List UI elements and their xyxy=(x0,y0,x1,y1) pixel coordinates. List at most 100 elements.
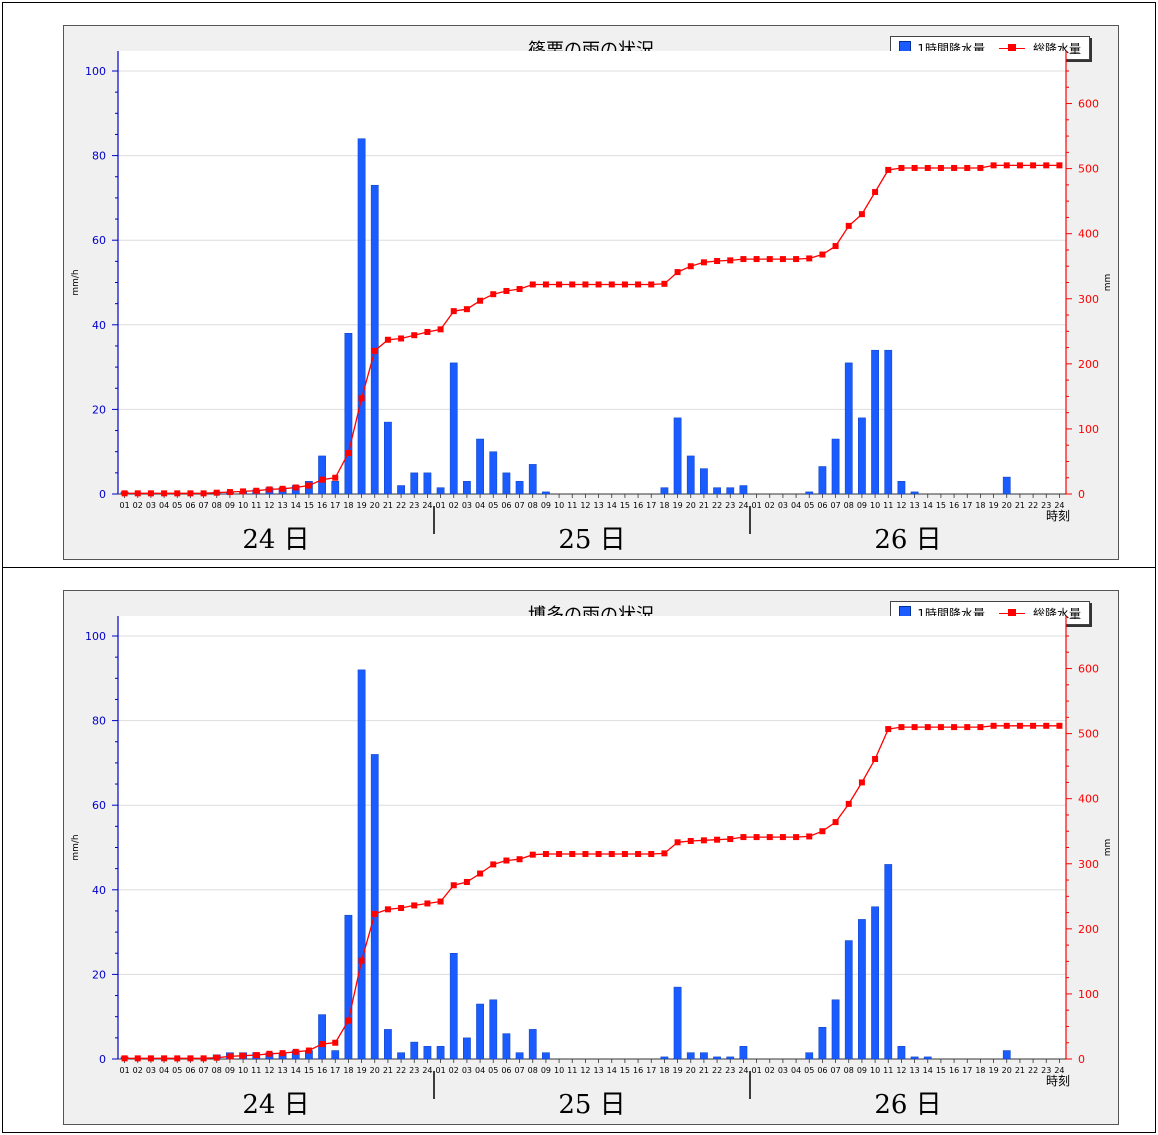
x-tick-label: 03 xyxy=(778,501,788,510)
x-tick-label: 15 xyxy=(936,501,946,510)
y-axis-label: mm/h xyxy=(71,834,81,860)
right-tick-label: 200 xyxy=(1078,358,1099,371)
total-rain-marker xyxy=(687,263,694,270)
total-rain-marker xyxy=(898,164,905,171)
x-tick-label: 14 xyxy=(607,501,617,510)
hourly-rain-bar xyxy=(318,1014,326,1060)
hourly-rain-bar xyxy=(673,986,682,1060)
total-rain-marker xyxy=(595,281,602,288)
x-tick-label: 23 xyxy=(409,501,419,510)
total-rain-marker xyxy=(951,724,958,731)
total-rain-marker xyxy=(582,851,589,858)
hourly-rain-bar xyxy=(660,1056,669,1060)
total-rain-marker xyxy=(937,164,944,171)
total-rain-marker xyxy=(648,281,655,288)
x-tick-label: 13 xyxy=(909,501,919,510)
x-tick-label: 04 xyxy=(159,501,169,510)
hourly-rain-bar xyxy=(357,138,366,495)
left-tick-label: 60 xyxy=(92,799,106,812)
total-rain-marker xyxy=(174,1055,181,1062)
total-rain-marker xyxy=(424,328,431,335)
total-rain-marker xyxy=(463,306,470,313)
total-rain-marker xyxy=(648,851,655,858)
total-rain-marker xyxy=(121,1055,128,1062)
x-tick-label: 11 xyxy=(251,501,261,510)
hourly-rain-bar xyxy=(489,999,498,1060)
left-tick-label: 20 xyxy=(92,403,106,416)
x-tick-label: 04 xyxy=(791,501,801,510)
total-rain-marker xyxy=(529,281,536,288)
left-tick-label: 40 xyxy=(92,319,106,332)
hourly-rain-bar xyxy=(805,1052,814,1060)
total-rain-marker xyxy=(266,1050,273,1057)
total-rain-marker xyxy=(1016,162,1023,169)
x-tick-label: 10 xyxy=(554,501,564,510)
x-tick-label: 11 xyxy=(883,501,893,510)
total-rain-marker xyxy=(727,257,734,264)
x-tick-label: 13 xyxy=(593,1066,603,1075)
x-tick-label: 09 xyxy=(857,501,867,510)
x-tick-label: 19 xyxy=(672,501,682,510)
total-rain-marker xyxy=(845,222,852,229)
x-tick-label: 01 xyxy=(751,501,761,510)
x-tick-label: 04 xyxy=(475,1066,485,1075)
x-tick-label: 02 xyxy=(133,1066,143,1075)
total-rain-marker xyxy=(187,490,194,497)
x-tick-label: 20 xyxy=(370,501,380,510)
total-rain-marker xyxy=(450,882,457,889)
total-rain-marker xyxy=(240,488,247,495)
x-tick-label: 11 xyxy=(883,1066,893,1075)
x-tick-label: 21 xyxy=(383,1066,393,1075)
left-tick-label: 0 xyxy=(99,488,106,501)
total-rain-marker xyxy=(542,851,549,858)
hourly-rain-bar xyxy=(436,1046,445,1060)
total-rain-marker xyxy=(977,724,984,731)
x-tick-label: 20 xyxy=(370,1066,380,1075)
x-tick-label: 20 xyxy=(686,501,696,510)
hourly-rain-bar xyxy=(528,1029,537,1060)
total-rain-marker xyxy=(371,910,378,917)
x-tick-label: 10 xyxy=(238,1066,248,1075)
x-tick-label: 06 xyxy=(501,1066,511,1075)
x-tick-label: 07 xyxy=(514,1066,524,1075)
chart-panel-shiguri: 篠栗の雨の状況 1時間降水量 総降水量 0 20 40 60 80 100 0 100 200 3… xyxy=(63,25,1119,560)
x-tick-label: 24 xyxy=(422,501,432,510)
hourly-rain-bar xyxy=(739,485,748,495)
total-rain-marker xyxy=(200,1055,207,1062)
total-rain-marker xyxy=(490,291,497,298)
hourly-rain-bar xyxy=(528,464,537,495)
day-label: 24 日 xyxy=(242,525,309,555)
day-label: 24 日 xyxy=(242,1090,309,1120)
total-rain-marker xyxy=(793,256,800,263)
hourly-rain-bar xyxy=(897,1046,906,1060)
x-tick-label: 07 xyxy=(198,501,208,510)
total-rain-marker xyxy=(1043,162,1050,169)
total-rain-marker xyxy=(740,834,747,841)
x-tick-label: 18 xyxy=(343,1066,353,1075)
total-rain-marker xyxy=(516,856,523,863)
hourly-rain-bar xyxy=(423,1046,432,1060)
total-rain-marker xyxy=(832,243,839,250)
hourly-rain-bar xyxy=(726,487,735,495)
total-rain-marker xyxy=(187,1055,194,1062)
hourly-rain-bar xyxy=(1002,476,1011,495)
x-tick-label: 08 xyxy=(528,501,538,510)
total-rain-marker xyxy=(516,286,523,293)
total-rain-marker xyxy=(977,164,984,171)
total-rain-marker xyxy=(529,851,536,858)
total-rain-marker xyxy=(121,490,128,497)
x-tick-label: 09 xyxy=(541,501,551,510)
hourly-rain-bar xyxy=(660,487,669,495)
hourly-rain-bar xyxy=(858,417,866,495)
hourly-rain-bar xyxy=(686,1052,695,1060)
x-tick-label: 22 xyxy=(1028,501,1038,510)
hourly-rain-bar xyxy=(515,481,524,495)
x-tick-label: 06 xyxy=(501,501,511,510)
x-tick-label: 02 xyxy=(449,1066,459,1075)
total-rain-marker xyxy=(582,281,589,288)
hourly-rain-bar xyxy=(871,349,879,495)
total-rain-marker xyxy=(411,332,418,339)
total-rain-marker xyxy=(424,900,431,907)
